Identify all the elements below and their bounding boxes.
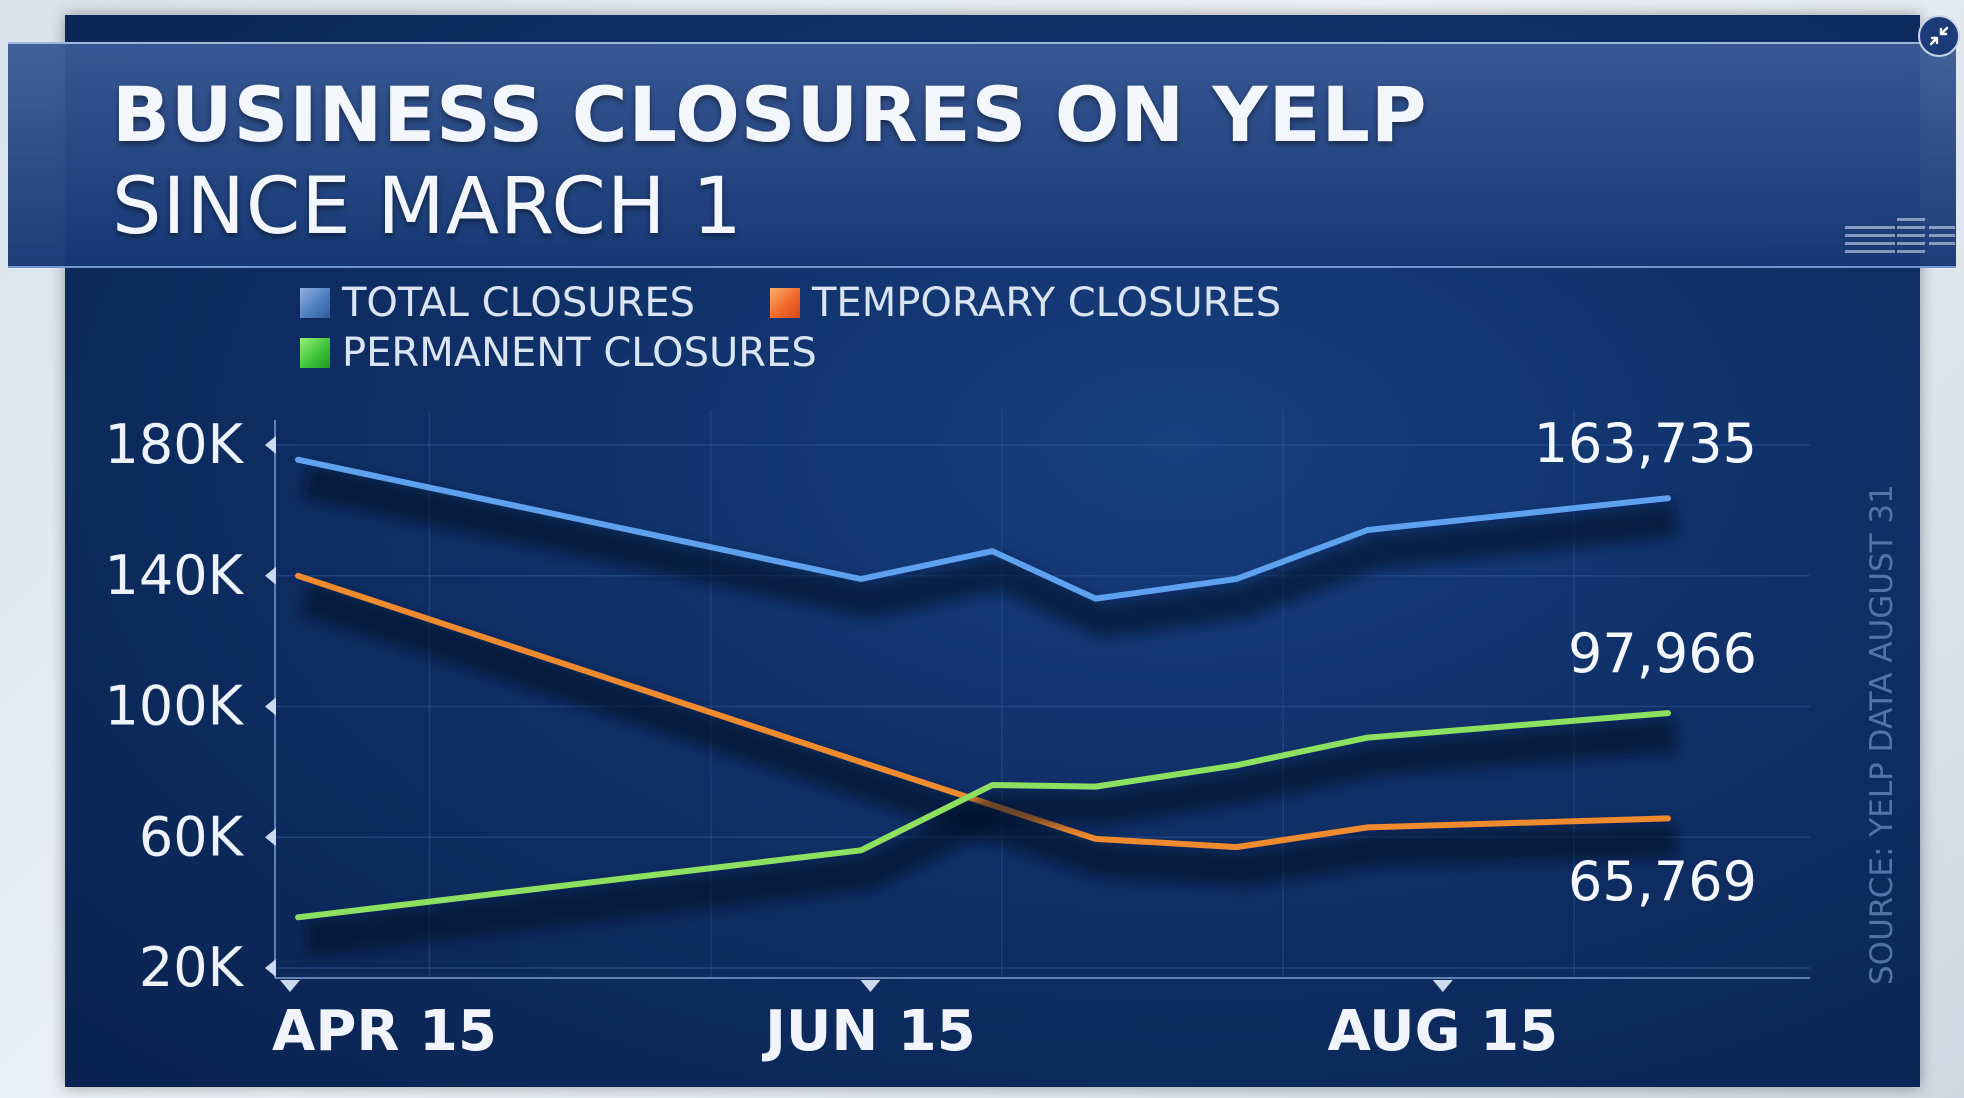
y-tick-label: 180K (105, 413, 245, 476)
y-tick-marker (265, 828, 276, 847)
x-tick-label: JUN 15 (761, 999, 976, 1064)
series-line-0 (295, 456, 1671, 602)
axes: 180K 140K 100K 60K 20K APR 15 JUN 15 AUG 15 (105, 413, 1559, 1064)
y-tick-label: 140K (105, 544, 245, 607)
x-tick-label: AUG 15 (1328, 999, 1558, 1064)
y-tick-label: 100K (105, 675, 245, 738)
legend-label-total: TOTAL CLOSURES (342, 280, 696, 326)
y-tick-marker (265, 566, 276, 585)
x-tick-marker (1432, 980, 1453, 992)
end-label-0: 163,735 (1534, 412, 1757, 475)
series-shadow (300, 581, 1677, 887)
legend-swatch-temporary (770, 288, 800, 318)
y-tick-marker (265, 959, 276, 977)
series-line-1 (295, 572, 1671, 851)
collapse-icon (1929, 26, 1949, 46)
collapse-fullscreen-button[interactable] (1918, 15, 1960, 57)
legend-item-permanent: PERMANENT CLOSURES (300, 330, 817, 376)
chart-subtitle: SINCE MARCH 1 (112, 162, 743, 252)
legend-item-total: TOTAL CLOSURES (300, 280, 695, 326)
decorative-lines (1845, 216, 1955, 258)
x-tick-label: APR 15 (272, 999, 497, 1064)
x-tick-marker (280, 980, 300, 992)
y-tick-marker (265, 697, 276, 716)
series-shadow (303, 718, 1678, 957)
legend-item-temporary: TEMPORARY CLOSURES (770, 280, 1281, 326)
series-line-2 (295, 710, 1671, 921)
legend-swatch-permanent (300, 338, 330, 368)
end-labels: 163,735 65,769 97,966 (1534, 412, 1757, 913)
x-tick-marker (860, 980, 881, 992)
legend-swatch-total (300, 288, 330, 318)
y-tick-label: 20K (139, 936, 245, 999)
legend-label-temporary: TEMPORARY CLOSURES (812, 280, 1282, 326)
legend-label-permanent: PERMANENT CLOSURES (342, 330, 817, 376)
series-shadow (302, 465, 1678, 639)
end-label-1: 65,769 (1568, 850, 1757, 913)
source-note: SOURCE: YELP DATA AUGUST 31 (1864, 484, 1900, 985)
end-label-2: 97,966 (1568, 622, 1757, 685)
chart-title: BUSINESS CLOSURES ON YELP (112, 70, 1428, 159)
y-tick-label: 60K (139, 805, 245, 868)
series (295, 456, 1678, 957)
y-tick-marker (265, 436, 276, 454)
title-bar (8, 42, 1956, 268)
